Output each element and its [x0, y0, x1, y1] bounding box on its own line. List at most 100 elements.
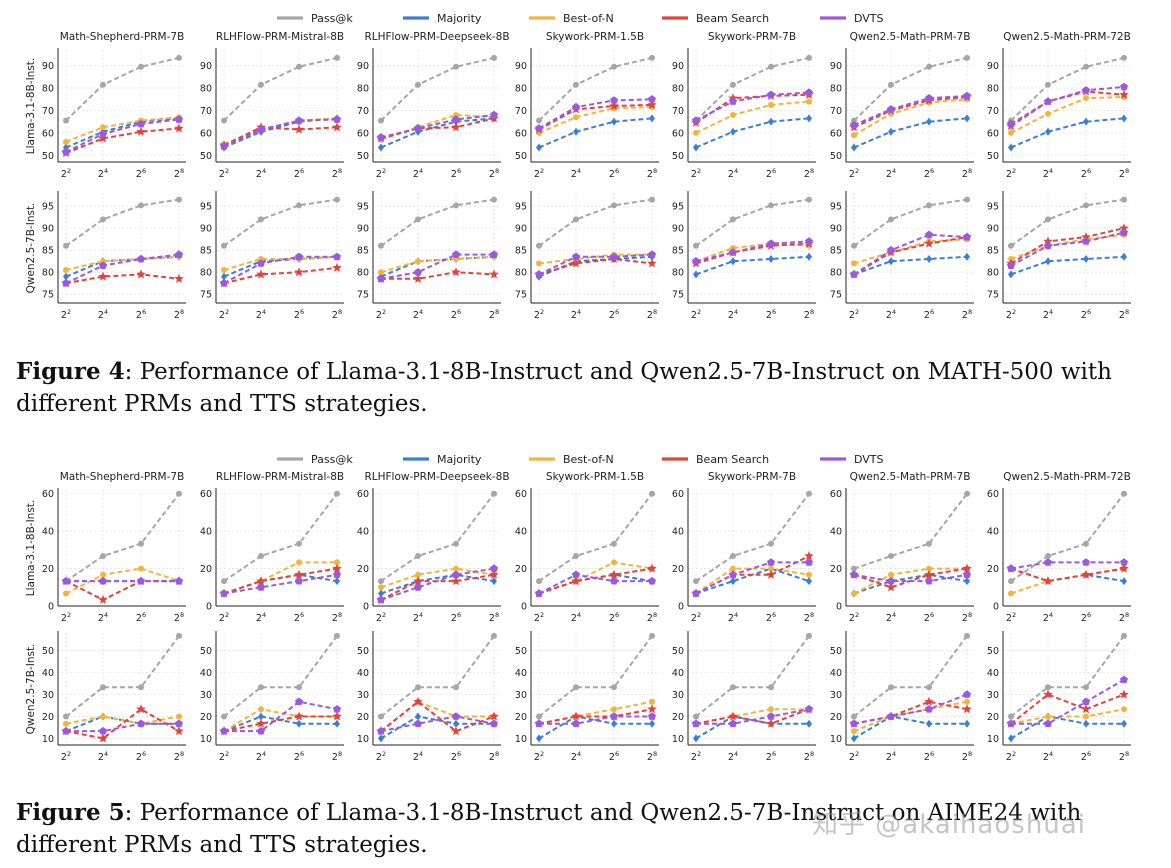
- x-tick-label: 26: [1081, 611, 1091, 624]
- pass-k-marker: [378, 242, 384, 249]
- best-of-n-marker: [730, 111, 736, 118]
- dvts-pentagon-marker: [220, 142, 228, 150]
- panel-title: Math-Shepherd-PRM-7B: [60, 31, 185, 43]
- pass-k-marker: [415, 81, 421, 88]
- series-dvts: [62, 115, 183, 156]
- series-line-pass-k: [695, 56, 810, 122]
- dvts-pentagon-marker: [692, 589, 700, 597]
- series-line-beam-search: [65, 580, 179, 601]
- pass-k-marker: [258, 684, 264, 691]
- x-tick-label: 24: [571, 167, 581, 180]
- dvts-pentagon-marker: [414, 268, 422, 276]
- series-pass-k: [693, 490, 812, 585]
- best-of-n-marker: [730, 565, 736, 572]
- y-tick-label: 60: [200, 128, 212, 139]
- beam-search-star-marker: [1119, 89, 1129, 99]
- legend-label: Pass@k: [311, 12, 353, 25]
- series-line-dvts: [853, 233, 968, 276]
- legend-item-beam-search: Beam Search: [662, 453, 769, 466]
- majority-diamond-marker: [806, 719, 812, 728]
- series-line-dvts: [66, 722, 179, 733]
- series-pass-k: [378, 196, 497, 249]
- panel-title: Qwen2.5-Math-PRM-7B: [850, 471, 971, 483]
- figure5-caption: Figure 5: Performance of Llama-3.1-8B-In…: [16, 797, 1156, 861]
- pass-k-marker: [1083, 63, 1089, 70]
- x-tick-label: 26: [609, 308, 619, 321]
- dvts-pentagon-marker: [850, 120, 858, 129]
- y-tick-label: 40: [42, 668, 54, 679]
- pass-k-marker: [768, 202, 774, 209]
- x-tick-label: 26: [136, 167, 146, 180]
- x-tick-label: 24: [886, 750, 896, 763]
- beam-search-star-marker: [647, 563, 657, 573]
- majority-diamond-marker: [806, 577, 812, 586]
- y-tick-label: 40: [515, 668, 527, 679]
- best-of-n-marker: [63, 720, 69, 727]
- pass-k-marker: [611, 63, 617, 70]
- series-line-dvts: [538, 573, 652, 595]
- y-tick-label: 70: [987, 106, 999, 117]
- row-label: Llama-3.1-8B-Inst.: [25, 58, 37, 155]
- y-tick-label: 90: [672, 61, 684, 72]
- y-tick-label: 80: [987, 268, 999, 279]
- series-line-pass-k: [223, 635, 338, 718]
- x-tick-label: 28: [332, 611, 342, 624]
- pass-k-marker: [138, 63, 144, 70]
- x-tick-label: 22: [849, 611, 859, 624]
- chart-row-2: Qwen2.5-7B-Inst. 75 80 85 90 95 22 24 26 28 75 80 85…: [25, 191, 1131, 321]
- y-tick-label: 20: [672, 712, 684, 723]
- series-pass-k: [378, 490, 497, 585]
- series-majority: [378, 570, 497, 598]
- panel-rlhflow-prm-deepseek-8b: RLHFlow-PRM-Deepseek-8B 50 60 70 80 90 22 24 26 2…: [357, 31, 510, 180]
- series-dvts: [692, 88, 813, 124]
- series-pass-k: [63, 490, 182, 585]
- x-tick-label: 26: [136, 611, 146, 624]
- dvts-pentagon-marker: [175, 250, 183, 258]
- series-line-pass-k: [538, 198, 653, 247]
- pass-k-marker: [221, 578, 227, 585]
- y-tick-label: 80: [515, 84, 527, 95]
- pass-k-marker: [453, 63, 459, 70]
- dvts-pentagon-marker: [1007, 564, 1015, 572]
- dvts-pentagon-marker: [572, 719, 580, 728]
- series-line-pass-k: [538, 635, 653, 718]
- pass-k-marker: [730, 216, 736, 223]
- pass-k-marker: [1121, 632, 1127, 639]
- series-line-majority: [695, 117, 810, 149]
- pass-k-marker: [100, 684, 106, 691]
- dvts-pentagon-marker: [452, 712, 460, 720]
- series-dvts: [1007, 82, 1128, 128]
- series-line-dvts: [1011, 678, 1125, 725]
- x-tick-label: 28: [332, 308, 342, 321]
- dvts-pentagon-marker: [377, 133, 385, 141]
- x-tick-label: 24: [413, 611, 423, 624]
- pass-k-marker: [176, 196, 182, 203]
- pass-k-marker: [806, 196, 812, 203]
- y-tick-label: 90: [42, 61, 54, 72]
- best-of-n-marker: [378, 269, 384, 276]
- majority-diamond-marker: [851, 143, 857, 152]
- beam-search-star-marker: [924, 696, 934, 706]
- pass-k-marker: [1083, 202, 1089, 209]
- beam-search-star-marker: [413, 273, 423, 283]
- legend-label: Majority: [437, 12, 482, 25]
- dvts-pentagon-marker: [137, 576, 145, 585]
- majority-diamond-marker: [1121, 114, 1127, 123]
- x-tick-label: 28: [962, 308, 972, 321]
- x-tick-label: 28: [962, 167, 972, 180]
- series-dvts: [850, 230, 971, 278]
- dvts-pentagon-marker: [175, 576, 183, 585]
- y-tick-label: 10: [515, 734, 527, 745]
- dvts-pentagon-marker: [535, 124, 543, 132]
- x-tick-label: 24: [413, 167, 423, 180]
- series-beam-search: [219, 262, 342, 288]
- series-line-dvts: [380, 715, 495, 733]
- pass-k-marker: [1045, 216, 1051, 223]
- panel-title: Qwen2.5-Math-PRM-72B: [1003, 471, 1131, 483]
- dvts-pentagon-marker: [1120, 228, 1128, 236]
- panel-qwen2-5-math-prm-7b: Qwen2.5-Math-PRM-7B 50 60 70 80 90 22 24 26 28: [830, 31, 974, 180]
- y-tick-label: 10: [42, 734, 54, 745]
- x-tick-label: 28: [1119, 167, 1129, 180]
- y-tick-label: 60: [987, 489, 999, 500]
- y-tick-label: 20: [200, 712, 212, 723]
